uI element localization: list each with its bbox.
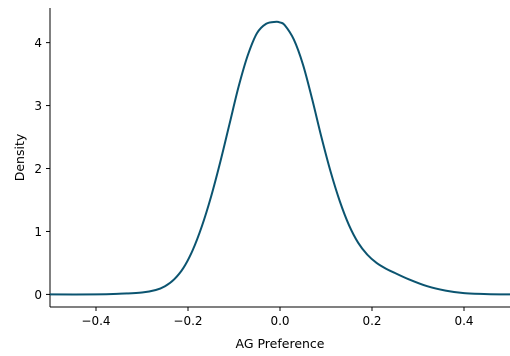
y-tick-label: 2 (34, 162, 42, 176)
x-tick-label: 0.2 (362, 314, 381, 328)
y-tick-label: 3 (34, 99, 42, 113)
y-tick-label: 4 (34, 36, 42, 50)
x-axis-label: AG Preference (236, 336, 325, 351)
x-axis: −0.4 −0.2 0.0 0.2 0.4 (50, 306, 510, 328)
x-tick-label: 0.0 (270, 314, 289, 328)
y-axis-label: Density (12, 133, 27, 181)
x-tick-label: −0.4 (81, 314, 110, 328)
density-line (49, 20, 510, 296)
y-tick-label: 0 (34, 288, 42, 302)
y-axis: 0 1 2 3 4 (34, 8, 51, 307)
x-tick-label: 0.4 (454, 314, 473, 328)
plot-area (49, 20, 510, 296)
x-tick-label: −0.2 (173, 314, 202, 328)
y-tick-label: 1 (34, 225, 42, 239)
